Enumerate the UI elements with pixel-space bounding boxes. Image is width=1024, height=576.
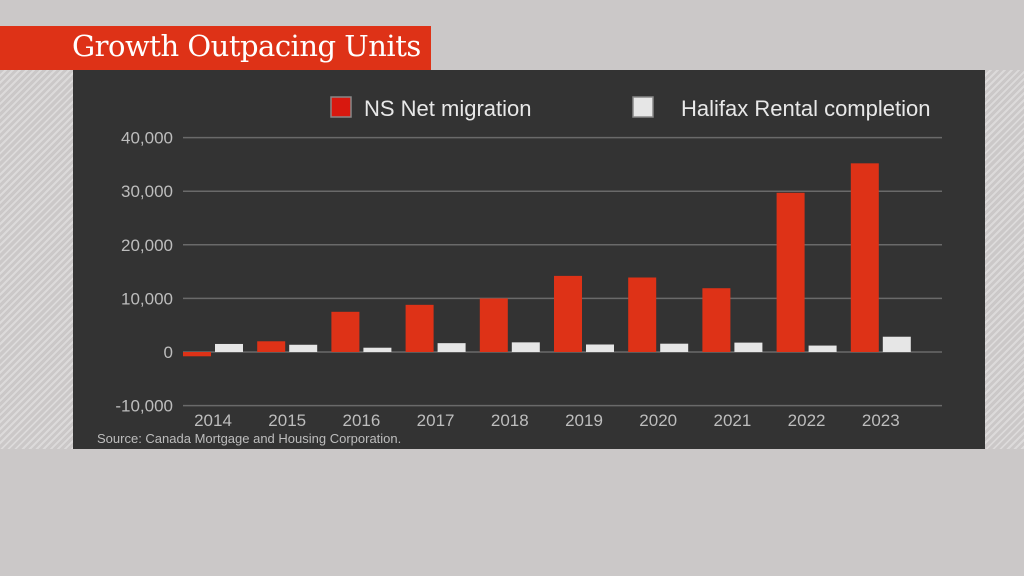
chart-title: Growth Outpacing Units xyxy=(72,29,421,63)
y-tick-label: -10,000 xyxy=(115,397,173,416)
bar-rental-completion xyxy=(586,344,614,352)
bar-net-migration xyxy=(257,341,286,352)
y-tick-label: 10,000 xyxy=(121,289,173,308)
bar-net-migration xyxy=(702,288,731,352)
legend-label-migration: NS Net migration xyxy=(364,96,532,121)
x-tick-label: 2016 xyxy=(342,411,380,430)
x-tick-label: 2020 xyxy=(639,411,677,430)
y-tick-label: 0 xyxy=(164,343,173,362)
legend-swatch-rental xyxy=(632,96,654,118)
bar-net-migration xyxy=(554,275,582,352)
bar-net-migration xyxy=(479,298,508,352)
bar-rental-completion xyxy=(437,343,466,352)
x-tick-label: 2023 xyxy=(862,411,900,430)
x-tick-label: 2022 xyxy=(788,411,826,430)
title-banner: Growth Outpacing Units xyxy=(0,26,431,70)
hatch-right xyxy=(985,70,1024,449)
bar-net-migration xyxy=(183,352,211,357)
legend-label-rental: Halifax Rental completion xyxy=(681,96,930,121)
bar-net-migration xyxy=(628,277,657,352)
x-tick-label: 2018 xyxy=(491,411,529,430)
bar-net-migration xyxy=(850,163,879,352)
bar-rental-completion xyxy=(215,343,243,352)
y-tick-label: 40,000 xyxy=(121,129,173,148)
bar-rental-completion xyxy=(734,342,763,352)
y-tick-label: 20,000 xyxy=(121,236,173,255)
x-tick-label: 2014 xyxy=(194,411,232,430)
bar-rental-completion xyxy=(363,347,392,352)
bar-net-migration xyxy=(405,304,434,352)
bar-rental-completion xyxy=(660,343,689,352)
bar-net-migration xyxy=(776,192,805,352)
bar-rental-completion xyxy=(882,336,911,352)
x-tick-label: 2021 xyxy=(713,411,751,430)
chart-panel xyxy=(73,70,985,449)
bar-rental-completion xyxy=(808,345,837,352)
x-tick-label: 2015 xyxy=(268,411,306,430)
bar-rental-completion xyxy=(511,342,540,352)
bar-net-migration xyxy=(331,311,360,352)
x-tick-label: 2017 xyxy=(417,411,455,430)
hatch-left xyxy=(0,70,73,449)
legend-swatch-migration xyxy=(330,96,352,118)
y-tick-label: 30,000 xyxy=(121,182,173,201)
bar-rental-completion xyxy=(289,344,318,352)
source-note: Source: Canada Mortgage and Housing Corp… xyxy=(97,431,401,446)
x-tick-label: 2019 xyxy=(565,411,603,430)
